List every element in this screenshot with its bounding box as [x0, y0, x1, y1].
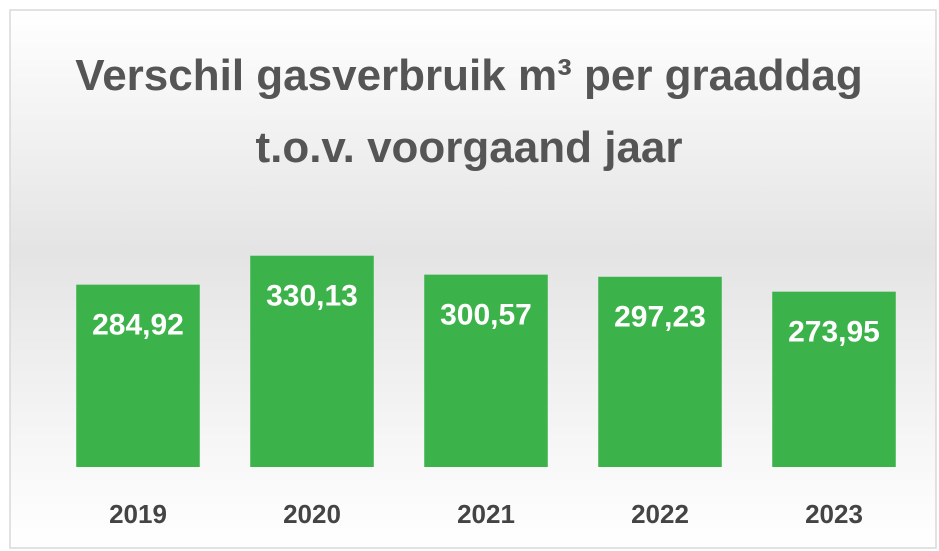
bar — [598, 276, 722, 467]
data-label: 273,95 — [788, 316, 880, 349]
data-label: 284,92 — [92, 309, 184, 342]
x-tick-label: 2023 — [805, 499, 863, 529]
data-label: 297,23 — [614, 301, 706, 334]
bar — [250, 255, 374, 467]
x-tick-label: 2020 — [283, 499, 341, 529]
bar — [76, 284, 200, 467]
x-tick-label: 2021 — [457, 499, 515, 529]
x-tick-label: 2022 — [631, 499, 689, 529]
bar — [772, 291, 896, 467]
chart-title: Verschil gasverbruik m³ per graaddag t.o… — [75, 51, 863, 172]
x-tick-label: 2019 — [109, 499, 167, 529]
bar — [424, 274, 548, 467]
data-label: 330,13 — [266, 280, 358, 313]
data-label: 300,57 — [440, 299, 532, 332]
